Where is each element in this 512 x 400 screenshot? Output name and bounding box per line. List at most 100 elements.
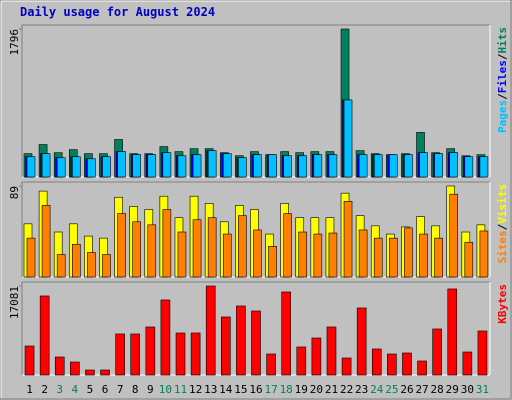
x-tick-label: 8 xyxy=(132,383,139,396)
bar xyxy=(145,326,156,376)
bar xyxy=(434,237,443,278)
legend: KBytes xyxy=(496,284,509,324)
x-tick-label: 24 xyxy=(370,383,384,396)
x-tick-label: 12 xyxy=(189,383,202,396)
bar xyxy=(311,337,322,376)
bar xyxy=(102,156,111,178)
bar xyxy=(268,246,277,278)
bar xyxy=(387,353,397,376)
bar xyxy=(85,369,95,376)
y-tick-label: 1796 xyxy=(8,29,21,56)
bar xyxy=(462,351,473,376)
bar xyxy=(56,254,66,278)
bar xyxy=(358,229,368,278)
bar xyxy=(434,153,443,178)
bar xyxy=(236,305,246,376)
bar xyxy=(404,154,413,178)
bar xyxy=(160,299,171,376)
legend-separator: / xyxy=(496,223,509,230)
x-tick-label: 29 xyxy=(446,383,459,396)
bar xyxy=(343,99,353,178)
bar xyxy=(343,201,353,278)
bar xyxy=(283,155,292,178)
y-tick-label: 89 xyxy=(8,186,21,199)
x-tick-label: 19 xyxy=(295,383,308,396)
bar xyxy=(26,156,36,178)
x-tick-label: 27 xyxy=(415,383,428,396)
bar xyxy=(87,252,96,278)
bar xyxy=(464,156,474,178)
bar xyxy=(190,332,201,376)
x-tick-label: 15 xyxy=(234,383,247,396)
bar xyxy=(356,307,367,376)
legend-entry: KBytes xyxy=(496,284,509,324)
bar xyxy=(419,152,428,178)
bar xyxy=(268,154,277,178)
bar xyxy=(296,346,307,376)
x-tick-label: 10 xyxy=(159,383,172,396)
bar xyxy=(207,150,217,178)
legend-entry: Hits xyxy=(496,27,509,54)
x-tick-label: 6 xyxy=(102,383,109,396)
bar xyxy=(222,153,232,178)
bar xyxy=(26,237,36,278)
x-tick-label: 23 xyxy=(355,383,368,396)
bar xyxy=(464,241,474,278)
legend-entry: Sites xyxy=(496,230,509,263)
bar xyxy=(39,295,50,376)
bar xyxy=(238,215,247,278)
bar xyxy=(162,209,172,278)
bar xyxy=(283,213,292,278)
bar xyxy=(130,333,141,376)
bar xyxy=(71,243,81,278)
bar xyxy=(102,254,111,278)
x-tick-label: 30 xyxy=(461,383,474,396)
legend-entry: Pages xyxy=(496,100,509,133)
x-tick-label: 4 xyxy=(72,383,79,396)
bar xyxy=(238,157,247,178)
x-tick-label: 20 xyxy=(310,383,323,396)
x-tick-label: 18 xyxy=(280,383,293,396)
legend-entry: Visits xyxy=(496,184,509,224)
x-tick-label: 5 xyxy=(87,383,94,396)
bar xyxy=(326,326,337,376)
bar xyxy=(41,205,51,278)
legend: Pages/Files/Hits xyxy=(496,27,509,133)
x-tick-label: 26 xyxy=(400,383,413,396)
bar xyxy=(449,193,459,278)
bar xyxy=(87,158,96,178)
bar xyxy=(147,224,157,278)
bar xyxy=(70,361,80,376)
x-tick-label: 22 xyxy=(340,383,353,396)
bar xyxy=(298,155,308,178)
bar xyxy=(479,230,489,278)
bar xyxy=(371,348,382,376)
bar xyxy=(479,156,489,178)
bar xyxy=(404,227,413,278)
bar xyxy=(192,219,202,278)
bar xyxy=(132,154,141,178)
bar xyxy=(449,152,459,178)
bar xyxy=(251,310,261,376)
bar xyxy=(41,153,51,178)
bar xyxy=(417,360,427,376)
bar xyxy=(205,285,216,376)
bar xyxy=(175,332,186,376)
bar xyxy=(389,237,398,278)
x-tick-label: 25 xyxy=(385,383,398,396)
bar xyxy=(389,154,398,178)
x-tick-label: 11 xyxy=(174,383,187,396)
bar xyxy=(477,330,488,376)
x-tick-label: 3 xyxy=(56,383,63,396)
bar xyxy=(298,231,308,278)
bar xyxy=(373,237,383,278)
bar xyxy=(432,328,442,376)
x-tick-label: 7 xyxy=(117,383,124,396)
bar xyxy=(117,213,126,278)
bar xyxy=(147,154,157,178)
bar xyxy=(221,316,231,376)
bar xyxy=(71,156,81,178)
legend-separator: / xyxy=(496,53,509,60)
x-tick-label: 28 xyxy=(431,383,444,396)
legend-entry: Files xyxy=(496,60,509,93)
